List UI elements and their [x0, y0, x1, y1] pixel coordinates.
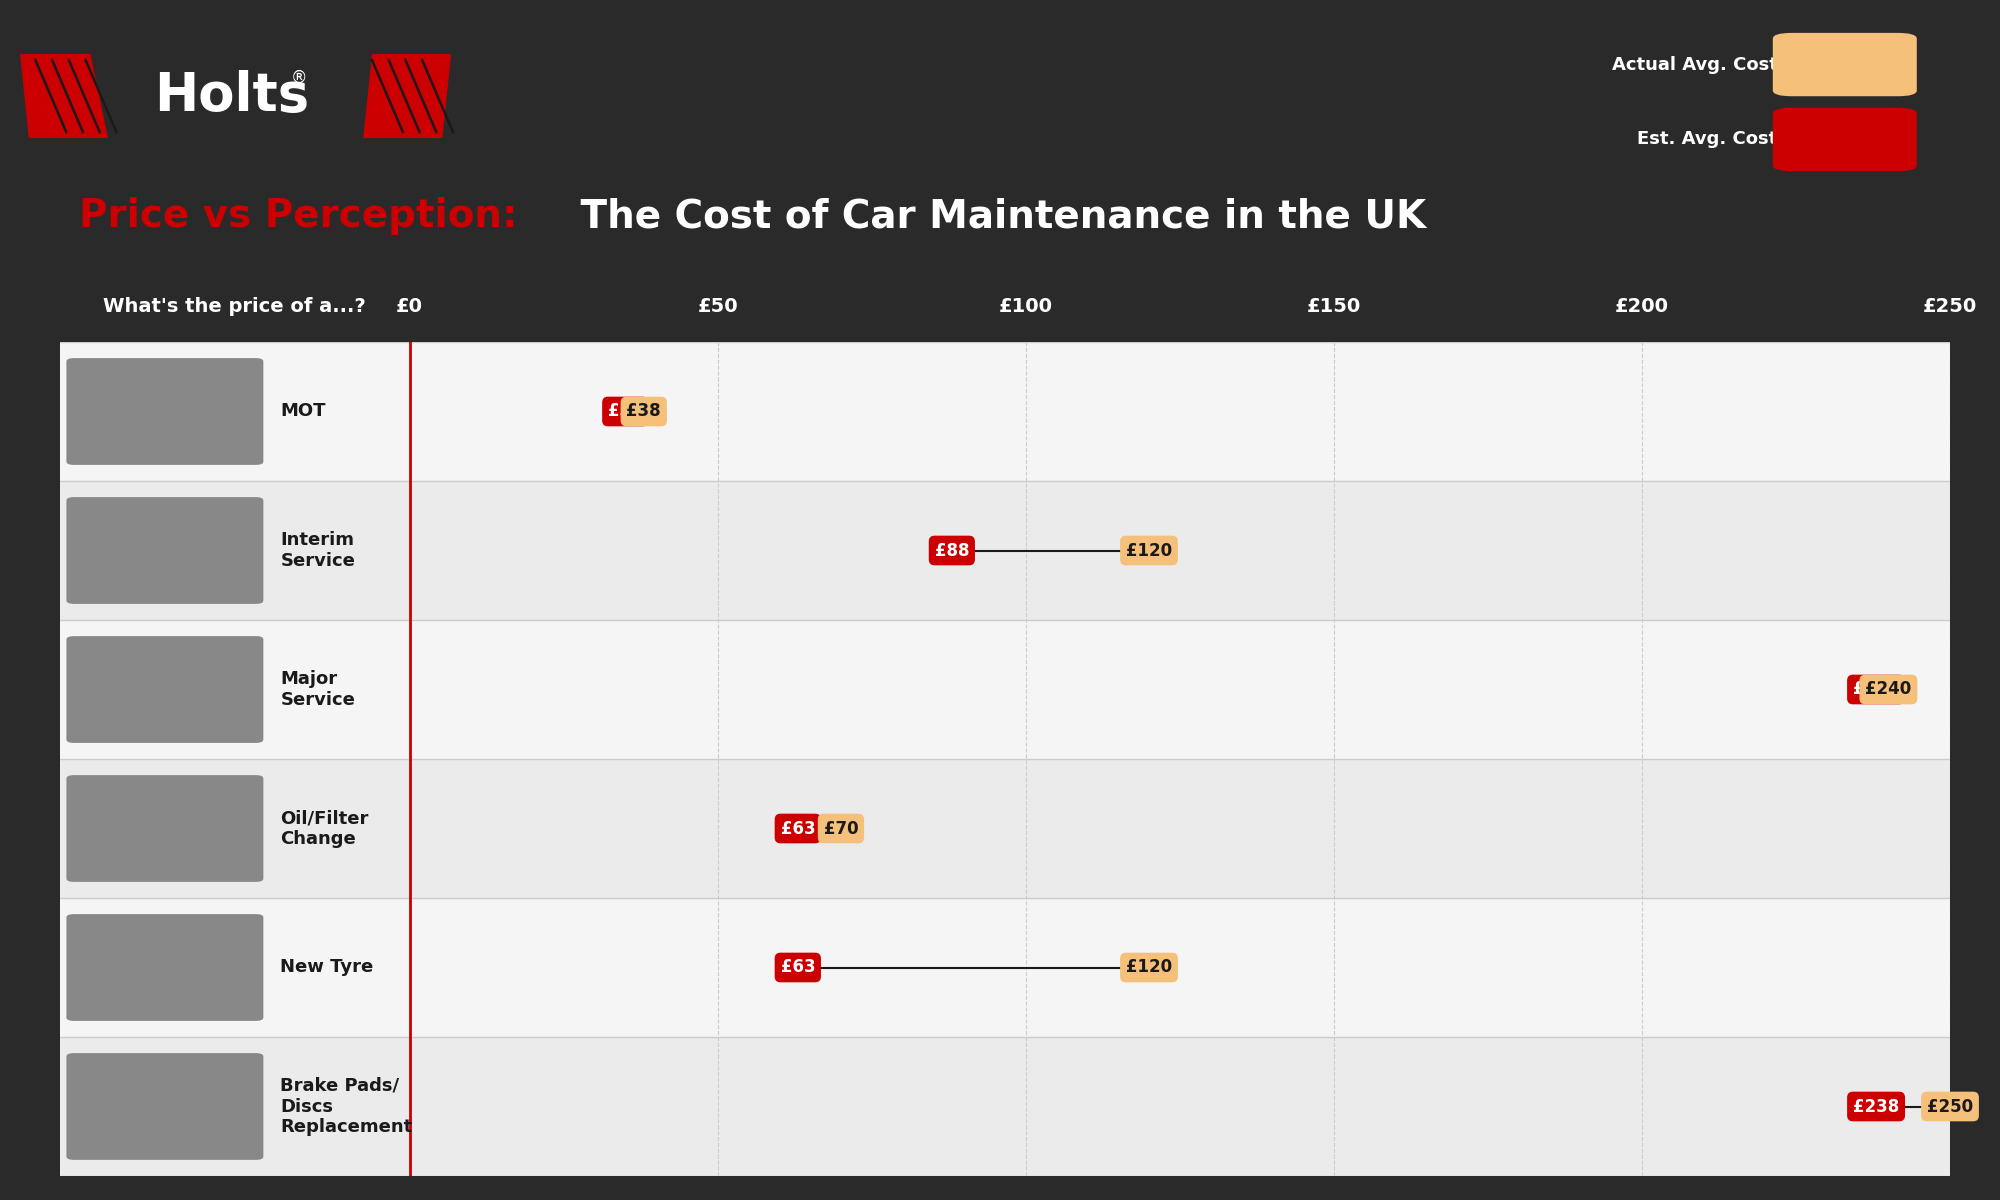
Text: Oil/Filter
Change: Oil/Filter Change: [280, 809, 368, 848]
Text: £238: £238: [1852, 1098, 1900, 1116]
Text: MOT: MOT: [280, 402, 326, 420]
Text: £50: £50: [698, 296, 738, 316]
Polygon shape: [364, 54, 452, 138]
Text: £250: £250: [1922, 296, 1978, 316]
Text: The Cost of Car Maintenance in the UK: The Cost of Car Maintenance in the UK: [566, 197, 1426, 235]
Text: £70: £70: [824, 820, 858, 838]
Text: New Tyre: New Tyre: [280, 959, 374, 977]
Bar: [60, 342, 1950, 481]
Text: £240: £240: [1866, 680, 1912, 698]
Text: £238: £238: [1852, 680, 1900, 698]
Bar: [60, 481, 1950, 620]
Text: £63: £63: [780, 820, 816, 838]
Text: Major
Service: Major Service: [280, 670, 356, 709]
Polygon shape: [20, 54, 108, 138]
Text: £38: £38: [626, 402, 662, 420]
FancyBboxPatch shape: [66, 358, 264, 464]
FancyBboxPatch shape: [1772, 32, 1916, 96]
Text: £120: £120: [1126, 959, 1172, 977]
Text: Price vs Perception:: Price vs Perception:: [78, 197, 518, 235]
FancyBboxPatch shape: [66, 1054, 264, 1160]
Text: Actual Avg. Cost: Actual Avg. Cost: [1612, 55, 1778, 73]
Text: Holts: Holts: [154, 70, 308, 122]
FancyBboxPatch shape: [66, 497, 264, 604]
Text: Brake Pads/
Discs
Replacement: Brake Pads/ Discs Replacement: [280, 1076, 412, 1136]
Text: £63: £63: [780, 959, 816, 977]
Text: £88: £88: [934, 541, 970, 559]
Bar: [60, 620, 1950, 758]
Text: £120: £120: [1126, 541, 1172, 559]
Text: Est. Avg. Cost: Est. Avg. Cost: [1638, 131, 1778, 149]
Text: £250: £250: [1926, 1098, 1974, 1116]
FancyBboxPatch shape: [66, 636, 264, 743]
Bar: [60, 1037, 1950, 1176]
Text: £0: £0: [396, 296, 424, 316]
Bar: [60, 898, 1950, 1037]
Text: Interim
Service: Interim Service: [280, 532, 356, 570]
Bar: [60, 758, 1950, 898]
Text: £150: £150: [1306, 296, 1360, 316]
Text: £100: £100: [998, 296, 1052, 316]
FancyBboxPatch shape: [1772, 108, 1916, 172]
Text: What's the price of a...?: What's the price of a...?: [104, 296, 366, 316]
Text: ®: ®: [292, 68, 308, 86]
Text: £35: £35: [608, 402, 642, 420]
FancyBboxPatch shape: [66, 914, 264, 1021]
FancyBboxPatch shape: [66, 775, 264, 882]
Text: £200: £200: [1614, 296, 1668, 316]
